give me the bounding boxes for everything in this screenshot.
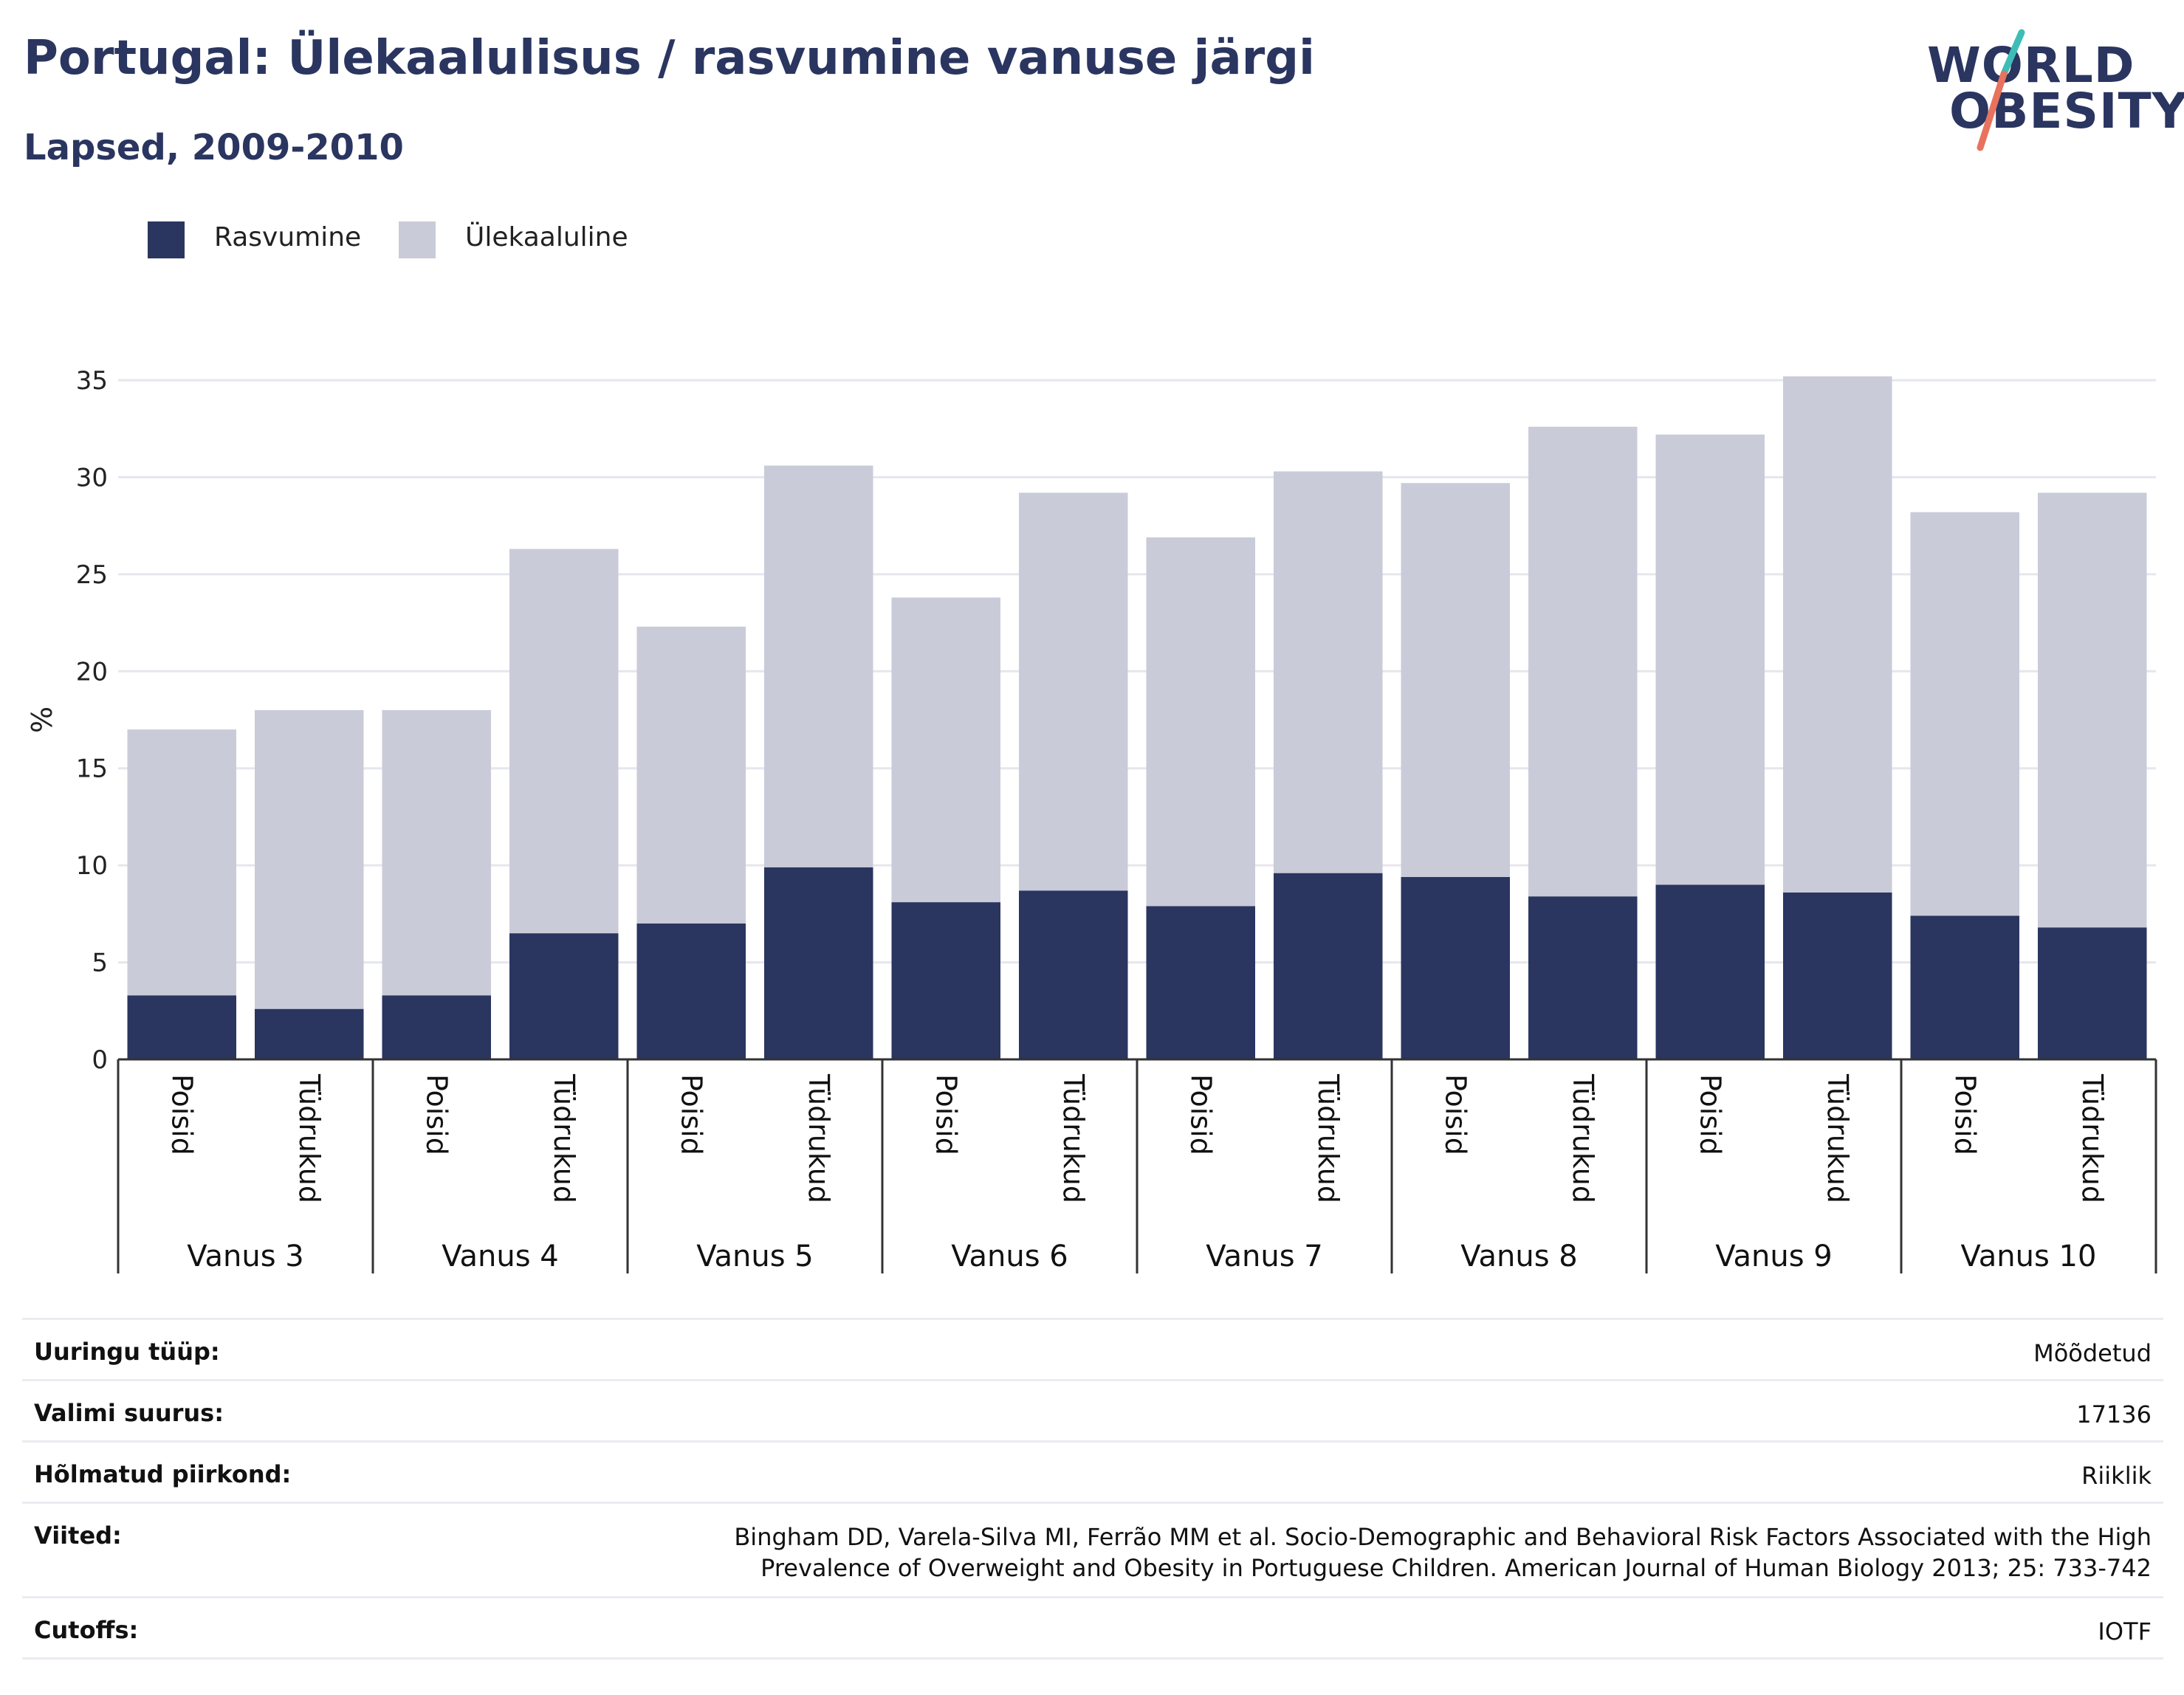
x-category-label: Tüdrukud [293, 1073, 326, 1203]
x-category-label: Poisid [165, 1074, 198, 1155]
x-group-label: Vanus 4 [442, 1240, 558, 1273]
bar-obesity [382, 995, 491, 1059]
x-group-label: Vanus 9 [1715, 1240, 1832, 1273]
info-row-survey-type: Uuringu tüüp: Mõõdetud [22, 1318, 2163, 1379]
bar-overweight [1528, 427, 1638, 897]
info-label: Hõlmatud piirkond: [34, 1460, 292, 1488]
x-category-label: Tüdrukud [548, 1073, 580, 1203]
info-label: Uuringu tüüp: [34, 1338, 220, 1366]
y-tick-label: 15 [76, 754, 108, 784]
bar-overweight [382, 709, 491, 996]
bar-obesity [1528, 896, 1638, 1059]
bar-obesity [1274, 873, 1383, 1059]
x-category-label: Tüdrukud [1312, 1073, 1345, 1203]
bar-overweight [1783, 376, 1892, 893]
x-category-label: Tüdrukud [1057, 1073, 1090, 1203]
logo-slash-icon [1977, 29, 2025, 151]
x-category-label: Poisid [930, 1074, 962, 1155]
bar-obesity [636, 924, 746, 1059]
x-category-label: Tüdrukud [2076, 1073, 2109, 1203]
study-info-table: Uuringu tüüp: Mõõdetud Valimi suurus: 17… [22, 1318, 2163, 1660]
bar-obesity [764, 867, 873, 1059]
info-value: Riiklik [2081, 1462, 2152, 1490]
x-category-label: Poisid [1184, 1074, 1217, 1155]
legend-label-overweight: Ülekaaluline [465, 222, 628, 252]
info-label: Cutoffs: [34, 1616, 139, 1644]
bar-overweight [891, 597, 1000, 903]
x-group-label: Vanus 10 [1961, 1240, 2097, 1273]
bar-obesity [509, 933, 619, 1059]
info-value: Bingham DD, Varela-Silva MI, Ferrão MM e… [734, 1523, 2152, 1582]
info-row-sample-size: Valimi suurus: 17136 [22, 1379, 2163, 1440]
bar-obesity [891, 902, 1000, 1059]
x-group-label: Vanus 8 [1460, 1240, 1577, 1273]
y-tick-label: 30 [76, 463, 108, 492]
world-obesity-logo: WORLD OBESITY [1927, 22, 2184, 155]
info-label: Valimi suurus: [34, 1399, 224, 1427]
bar-obesity [2038, 927, 2147, 1059]
page-subtitle: Lapsed, 2009-2010 [24, 127, 404, 168]
y-tick-label: 20 [76, 657, 108, 687]
bar-overweight [509, 549, 619, 934]
info-value: Mõõdetud [2033, 1339, 2152, 1367]
bar-obesity [1783, 892, 1892, 1059]
x-category-label: Tüdrukud [803, 1073, 835, 1203]
y-tick-label: 25 [76, 560, 108, 590]
bar-obesity [1655, 884, 1765, 1059]
x-category-label: Poisid [1439, 1074, 1472, 1155]
bar-overweight [1401, 483, 1510, 877]
y-tick-label: 5 [92, 949, 108, 978]
bar-obesity [1401, 876, 1510, 1059]
bar-overweight [127, 729, 236, 996]
bar-overweight [2038, 492, 2147, 928]
x-group-label: Vanus 3 [187, 1240, 303, 1273]
bar-obesity [127, 995, 236, 1059]
info-row-cutoffs: Cutoffs: IOTF [22, 1596, 2163, 1660]
x-group-label: Vanus 6 [951, 1240, 1068, 1273]
info-row-references: Viited: Bingham DD, Varela-Silva MI, Fer… [22, 1502, 2163, 1596]
legend-swatch-overweight [399, 221, 436, 258]
legend-label-obesity: Rasvumine [214, 222, 362, 252]
stacked-bar-chart: 0 5 10 15 20 25 30 35% Poisid Tüdrukud Poisid Tüdru… [26, 366, 2157, 1273]
bar-obesity [1019, 890, 1128, 1059]
y-axis-label: % [26, 706, 58, 733]
x-category-label: Tüdrukud [1567, 1073, 1599, 1203]
bar-obesity [1910, 915, 2019, 1059]
x-group-label: Vanus 5 [696, 1240, 813, 1273]
y-tick-label: 35 [76, 366, 108, 396]
x-category-label: Poisid [1948, 1074, 1981, 1155]
bar-overweight [255, 709, 364, 1009]
x-category-label: Poisid [675, 1074, 707, 1155]
bar-overweight [1655, 434, 1765, 885]
info-label: Viited: [34, 1522, 122, 1550]
x-category-label: Poisid [1694, 1074, 1726, 1155]
legend-swatch-obesity [148, 221, 185, 258]
bar-overweight [1274, 471, 1383, 873]
page-title: Portugal: Ülekaalulisus / rasvumine vanu… [24, 31, 1315, 86]
info-value: IOTF [2098, 1617, 2152, 1646]
bar-overweight [764, 465, 873, 867]
y-tick-label: 0 [92, 1045, 108, 1075]
bar-overweight [636, 626, 746, 924]
logo-text-line1: WORLD [1927, 37, 2135, 94]
x-category-label: Poisid [420, 1074, 453, 1155]
x-group-label: Vanus 7 [1206, 1240, 1322, 1273]
x-category-label: Tüdrukud [1821, 1073, 1854, 1203]
bar-obesity [1146, 906, 1255, 1059]
bar-overweight [1019, 492, 1128, 891]
bar-obesity [255, 1008, 364, 1059]
info-row-coverage: Hõlmatud piirkond: Riiklik [22, 1440, 2163, 1502]
bar-overweight [1910, 512, 2019, 916]
bar-overweight [1146, 537, 1255, 907]
y-tick-label: 10 [76, 851, 108, 881]
info-value: 17136 [2076, 1400, 2152, 1428]
